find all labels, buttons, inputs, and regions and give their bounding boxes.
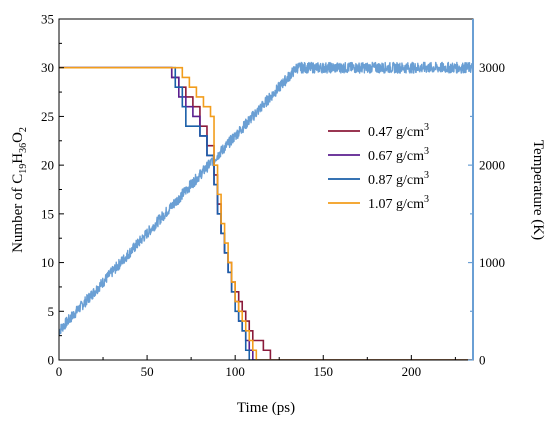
- temperature-line: [59, 61, 473, 335]
- series-line-1: [59, 66, 473, 360]
- axis-labels: Time (ps) Number of C19H36O2 Temperature…: [10, 127, 546, 416]
- x-tick-label-0: 0: [56, 364, 63, 379]
- y-axis-label-left: Number of C19H36O2: [10, 127, 29, 253]
- legend-label-sup: 3: [424, 194, 429, 205]
- y-right-tick-label-1: 1000: [479, 255, 505, 270]
- temperature-layer: [59, 61, 473, 335]
- x-tick-label-3: 150: [314, 364, 334, 379]
- y-left-tick-label-7: 35: [41, 12, 54, 27]
- y-right-tick-label-0: 0: [479, 353, 486, 368]
- legend-label-2: 0.67 g/cm3: [368, 146, 429, 164]
- y-left-tick-label-5: 25: [41, 109, 54, 124]
- y-left-tick-label-2: 10: [41, 255, 54, 270]
- x-tick-label-1: 50: [141, 364, 154, 379]
- y-left-tick-label-1: 5: [48, 304, 55, 319]
- x-tick-label-2: 100: [225, 364, 245, 379]
- legend-label-text: 0.47 g/cm: [368, 125, 424, 140]
- y-axis-label-right: Temperature (K): [530, 140, 546, 240]
- series-line-4: [59, 66, 473, 360]
- legend-label-sup: 3: [424, 122, 429, 133]
- legend-label-4: 1.07 g/cm3: [368, 194, 429, 212]
- x-tick-label-4: 200: [402, 364, 422, 379]
- ylabel-left-sub3: 2: [18, 127, 29, 132]
- ylabel-left-mid2: O: [10, 132, 26, 143]
- series-line-3: [59, 66, 473, 360]
- ylabel-left-mid1: H: [10, 153, 26, 164]
- legend-label-text: 0.87 g/cm: [368, 173, 424, 188]
- legend-label-1: 0.47 g/cm3: [368, 122, 429, 140]
- ylabel-left-sub2: 36: [18, 143, 29, 153]
- y-right-tick-label-2: 2000: [479, 158, 505, 173]
- y-left-tick-label-4: 20: [41, 158, 54, 173]
- legend-label-text: 0.67 g/cm: [368, 149, 424, 164]
- legend-label-sup: 3: [424, 146, 429, 157]
- legend-label-sup: 3: [424, 170, 429, 181]
- y-left-tick-label-6: 30: [41, 60, 54, 75]
- y-left-tick-label-3: 15: [41, 206, 54, 221]
- series-line-2: [59, 66, 473, 360]
- ylabel-left-main: Number of C: [10, 174, 26, 253]
- y-right-tick-label-3: 3000: [479, 60, 505, 75]
- ylabel-left-sub1: 19: [18, 164, 29, 174]
- x-axis-label: Time (ps): [237, 400, 295, 416]
- series-layer: [59, 66, 473, 360]
- y-left-tick-label-0: 0: [48, 353, 55, 368]
- legend-label-3: 0.87 g/cm3: [368, 170, 429, 188]
- legend-label-text: 1.07 g/cm: [368, 197, 424, 212]
